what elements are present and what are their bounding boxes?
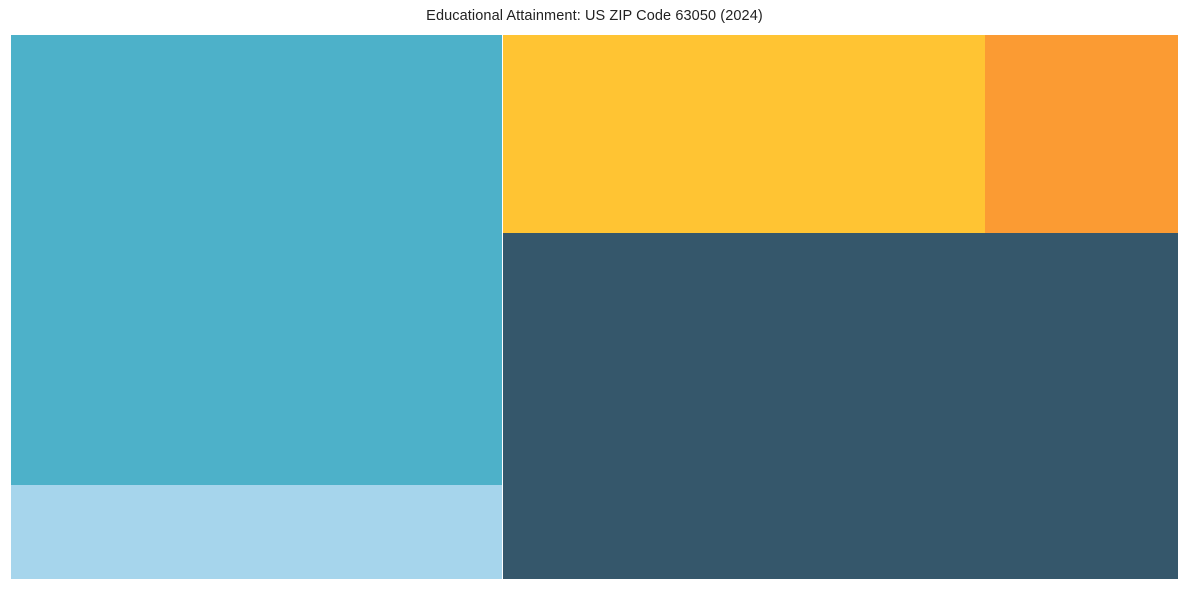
tile-teal[interactable] xyxy=(11,35,502,485)
tile-light-blue[interactable] xyxy=(11,485,502,579)
tile-dark-navy[interactable] xyxy=(503,233,1178,579)
tile-orange[interactable] xyxy=(985,35,1178,233)
treemap-plot-area xyxy=(11,35,1178,579)
chart-title: Educational Attainment: US ZIP Code 6305… xyxy=(426,8,763,24)
tile-yellow[interactable] xyxy=(503,35,985,233)
